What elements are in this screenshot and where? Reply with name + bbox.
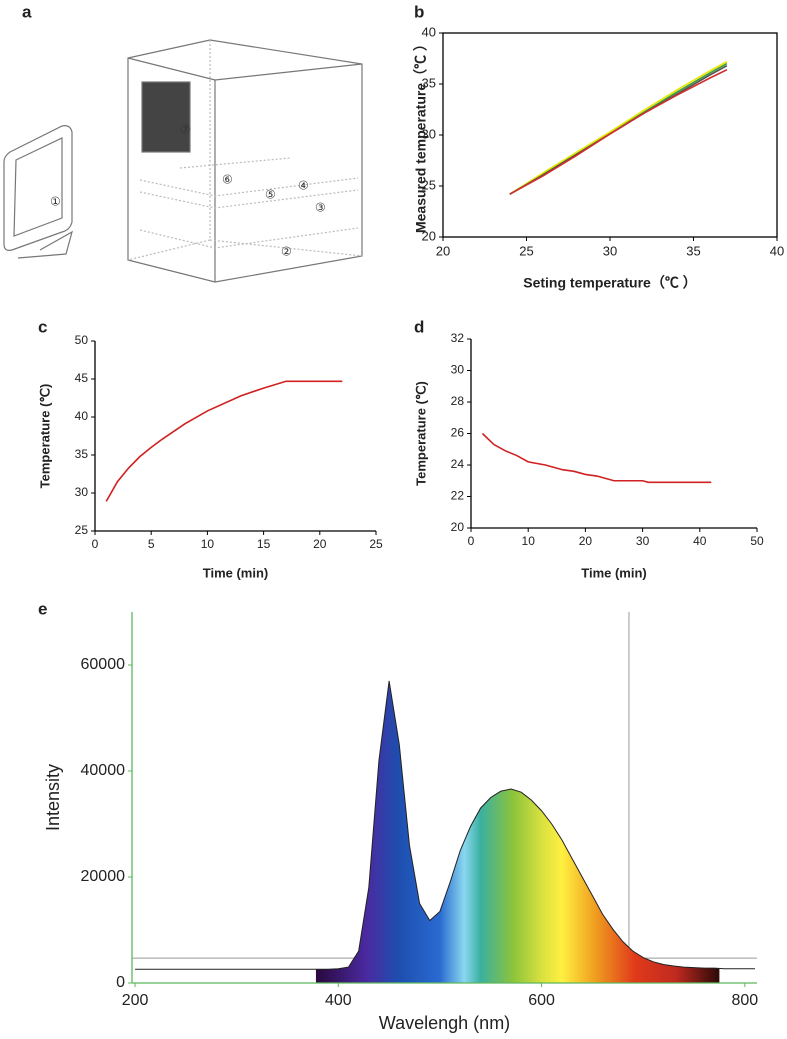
y-axis-title: Temperature (℃): [413, 381, 428, 486]
part-label: ④: [298, 179, 309, 193]
y-tick-label: 25: [75, 523, 89, 537]
y-axis-title: Temperature (℃): [37, 384, 52, 489]
data-line: [509, 62, 728, 195]
x-tick-label: 25: [369, 537, 383, 551]
x-tick-label: 20: [579, 534, 593, 548]
x-tick-label: 40: [770, 243, 784, 258]
x-axis-title: Time (min): [203, 565, 269, 580]
y-tick-label: 35: [422, 75, 436, 90]
x-tick-label: 800: [731, 992, 758, 1009]
x-axis-title: Seting temperature（℃ ）: [523, 275, 696, 291]
y-tick-label: 20000: [81, 868, 126, 885]
x-tick-label: 25: [519, 243, 533, 258]
part-label: ①: [50, 195, 61, 209]
chart-panel: c 25 30 35 40 45 50 0 5 10 15 20 25 Time (min) Tempera…: [37, 317, 383, 580]
shelves: [139, 157, 359, 249]
x-tick-label: 0: [468, 534, 475, 548]
spectrum-area: [315, 680, 720, 983]
tablet-stand: [17, 230, 73, 259]
y-tick-label: 35: [75, 447, 89, 461]
x-tick-label: 600: [528, 992, 555, 1009]
part-label: ③: [315, 201, 326, 215]
y-tick-label: 28: [451, 394, 465, 408]
part-label: ⑤: [265, 188, 276, 202]
x-tick-label: 30: [636, 534, 650, 548]
y-tick-label: 30: [422, 126, 436, 141]
data-line: [509, 69, 728, 195]
y-tick-label: 30: [75, 485, 89, 499]
x-tick-label: 20: [313, 537, 327, 551]
chart-panel: d 20 22 24 26 28 30 32 0 10 20 30 40 50 Time (min) Temp…: [413, 317, 764, 580]
y-axis-title: Intensity: [43, 764, 63, 831]
x-tick-label: 10: [522, 534, 536, 548]
x-axis-title: Wavelengh (nm): [379, 1013, 510, 1033]
panel-label: d: [414, 317, 424, 336]
data-line: [509, 64, 728, 195]
y-tick-label: 26: [451, 426, 465, 440]
y-tick-label: 20: [451, 520, 465, 534]
y-tick-label: 40: [75, 409, 89, 423]
y-tick-label: 45: [75, 371, 89, 385]
part-label: ②: [281, 245, 292, 259]
panel-label: a: [22, 2, 32, 21]
y-tick-label: 22: [451, 489, 465, 503]
y-tick-label: 32: [451, 331, 465, 345]
y-tick-label: 20: [422, 228, 436, 243]
x-tick-label: 30: [603, 243, 617, 258]
chart-panel: e 0 20000 40000 60000 200 400 600 800 Wavelengh (…: [38, 599, 758, 1032]
y-tick-label: 0: [116, 974, 125, 991]
x-tick-label: 15: [257, 537, 271, 551]
panel-label: c: [38, 317, 47, 336]
fan: [141, 81, 191, 153]
x-tick-label: 0: [92, 537, 99, 551]
spectrum-line: [135, 680, 755, 970]
y-tick-label: 60000: [81, 656, 126, 673]
chart-panel: b 20 25 30 35 40 20 25 30 35 40 Seting temperature（…: [413, 2, 785, 290]
x-tick-label: 10: [201, 537, 215, 551]
data-line: [509, 60, 728, 195]
panel-label: e: [38, 599, 47, 618]
y-tick-label: 25: [422, 177, 436, 192]
y-axis-title: Measured temperature（℃ ）: [413, 37, 429, 233]
x-tick-label: 40: [693, 534, 707, 548]
data-line: [481, 432, 712, 484]
device-illustration: ⑦ ⑥ ⑤ ④ ③ ② ①: [3, 39, 363, 283]
tablet: [3, 125, 73, 251]
data-line: [105, 380, 343, 502]
y-tick-label: 40000: [81, 762, 126, 779]
x-tick-label: 50: [750, 534, 764, 548]
x-tick-label: 35: [686, 243, 700, 258]
x-tick-label: 400: [325, 992, 352, 1009]
box-hidden-edges: [127, 40, 363, 261]
x-tick-label: 200: [122, 992, 149, 1009]
panel-label: b: [414, 2, 424, 21]
x-axis-title: Time (min): [581, 565, 647, 580]
y-tick-label: 24: [451, 457, 465, 471]
part-label: ⑥: [222, 173, 233, 187]
part-label: ⑦: [180, 123, 191, 137]
x-tick-label: 20: [436, 243, 450, 258]
y-tick-label: 30: [451, 363, 465, 377]
x-tick-label: 5: [148, 537, 155, 551]
tablet-screen: [13, 137, 63, 237]
y-tick-label: 40: [422, 24, 436, 39]
plot-frame: [442, 32, 778, 238]
y-tick-label: 50: [75, 333, 89, 347]
